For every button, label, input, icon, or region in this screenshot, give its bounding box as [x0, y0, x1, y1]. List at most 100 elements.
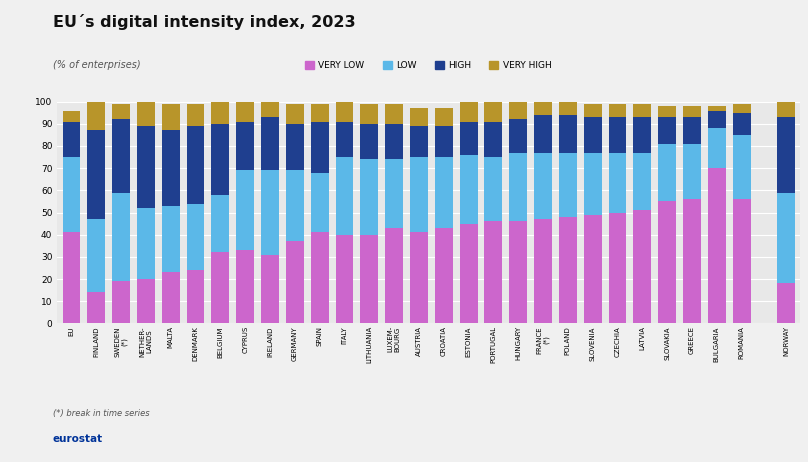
Bar — [62, 157, 80, 232]
Bar — [286, 124, 304, 170]
Bar — [112, 104, 130, 119]
Bar — [659, 201, 676, 323]
Bar — [485, 157, 503, 221]
Bar — [112, 119, 130, 193]
Bar — [708, 128, 726, 168]
Bar — [534, 152, 552, 219]
Bar — [137, 208, 155, 279]
Bar — [187, 104, 204, 126]
Bar — [261, 102, 279, 117]
Bar — [708, 106, 726, 110]
Bar — [187, 270, 204, 323]
Bar — [777, 117, 795, 193]
Bar — [633, 117, 651, 152]
Bar — [112, 281, 130, 323]
Bar — [62, 232, 80, 323]
Bar — [311, 104, 329, 122]
Bar — [236, 102, 255, 122]
Bar — [410, 108, 428, 126]
Bar — [87, 102, 105, 130]
Bar — [385, 104, 403, 124]
Bar — [777, 102, 795, 117]
Bar — [87, 130, 105, 219]
Bar — [435, 157, 452, 228]
Bar — [236, 250, 255, 323]
Bar — [435, 126, 452, 157]
Bar — [410, 232, 428, 323]
Bar — [162, 130, 179, 206]
Bar — [708, 168, 726, 323]
Bar — [659, 106, 676, 117]
Legend: VERY LOW, LOW, HIGH, VERY HIGH: VERY LOW, LOW, HIGH, VERY HIGH — [301, 57, 555, 73]
Bar — [87, 292, 105, 323]
Bar — [559, 102, 577, 115]
Bar — [633, 152, 651, 210]
Bar — [733, 199, 751, 323]
Bar — [286, 241, 304, 323]
Bar — [608, 213, 626, 323]
Bar — [385, 228, 403, 323]
Bar — [485, 221, 503, 323]
Bar — [286, 170, 304, 241]
Bar — [212, 252, 229, 323]
Bar — [633, 104, 651, 117]
Bar — [62, 122, 80, 157]
Bar — [261, 117, 279, 170]
Bar — [261, 255, 279, 323]
Bar — [286, 104, 304, 124]
Bar — [162, 206, 179, 273]
Bar — [311, 173, 329, 232]
Bar — [608, 152, 626, 213]
Bar — [509, 221, 527, 323]
Bar — [559, 115, 577, 152]
Bar — [485, 122, 503, 157]
Bar — [534, 219, 552, 323]
Bar — [485, 102, 503, 122]
Bar — [583, 117, 602, 152]
Bar — [187, 126, 204, 204]
Text: EU´s digital intensity index, 2023: EU´s digital intensity index, 2023 — [53, 14, 356, 30]
Bar — [583, 215, 602, 323]
Bar — [137, 126, 155, 208]
Bar — [733, 104, 751, 113]
Bar — [583, 152, 602, 215]
Bar — [236, 170, 255, 250]
Bar — [435, 108, 452, 126]
Bar — [659, 144, 676, 201]
Bar — [137, 102, 155, 126]
Bar — [385, 159, 403, 228]
Bar — [87, 219, 105, 292]
Text: (% of enterprises): (% of enterprises) — [53, 60, 140, 70]
Bar — [460, 155, 478, 224]
Bar — [360, 235, 378, 323]
Bar — [385, 124, 403, 159]
Bar — [683, 144, 701, 199]
Bar — [733, 113, 751, 135]
Bar — [410, 126, 428, 157]
Bar — [435, 228, 452, 323]
Bar — [683, 106, 701, 117]
Bar — [311, 122, 329, 173]
Bar — [137, 279, 155, 323]
Text: (*) break in time series: (*) break in time series — [53, 409, 149, 418]
Bar — [733, 135, 751, 199]
Bar — [659, 117, 676, 144]
Bar — [335, 157, 353, 235]
Text: eurostat: eurostat — [53, 433, 103, 444]
Bar — [708, 110, 726, 128]
Bar — [212, 124, 229, 195]
Bar — [460, 224, 478, 323]
Bar — [559, 217, 577, 323]
Bar — [683, 117, 701, 144]
Bar — [608, 117, 626, 152]
Bar — [212, 102, 229, 124]
Bar — [335, 102, 353, 122]
Bar — [360, 159, 378, 235]
Bar — [608, 104, 626, 117]
Bar — [187, 204, 204, 270]
Bar — [460, 122, 478, 155]
Bar — [360, 104, 378, 124]
Bar — [777, 193, 795, 284]
Bar — [534, 115, 552, 152]
Bar — [683, 199, 701, 323]
